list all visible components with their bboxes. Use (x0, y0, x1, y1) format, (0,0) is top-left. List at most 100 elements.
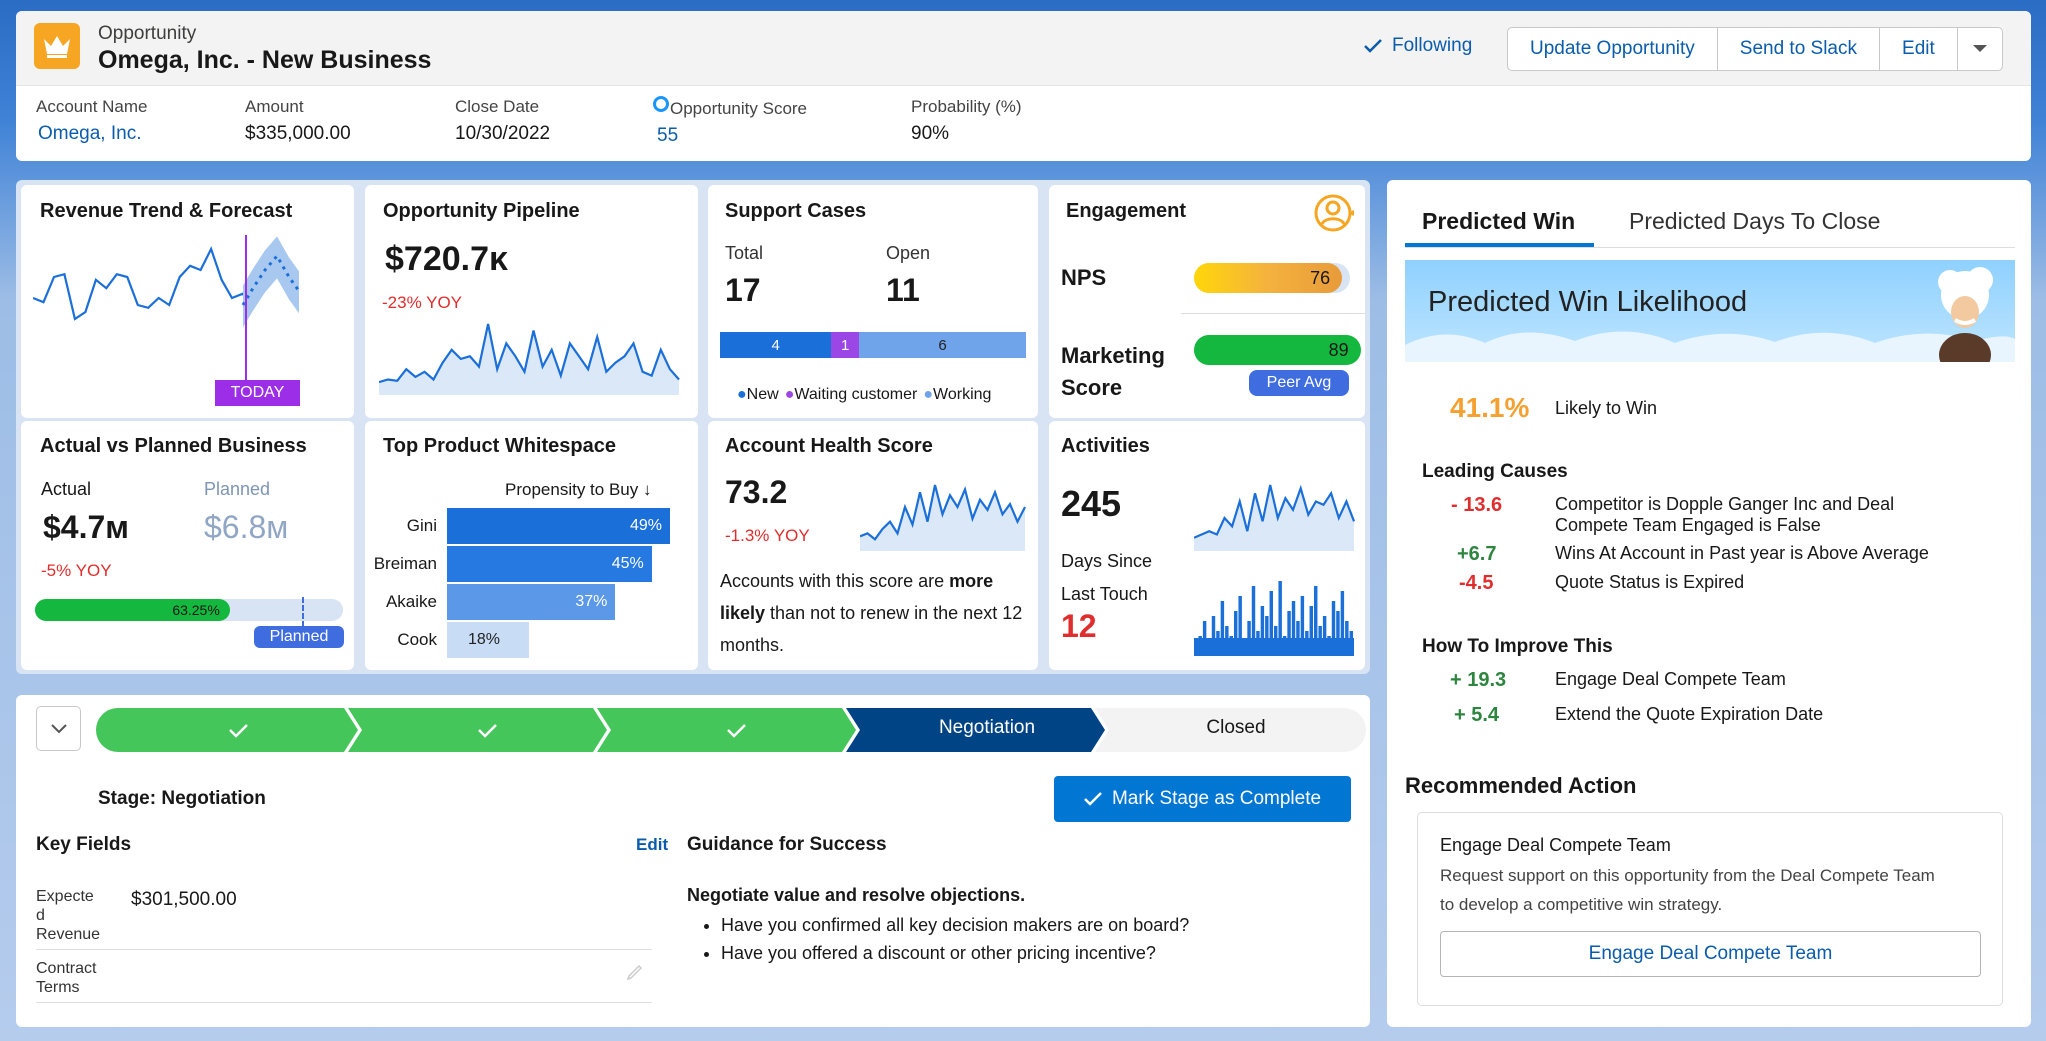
improve-value: + 5.4 (1454, 704, 1500, 726)
series-line (379, 323, 680, 384)
field-account-name: Account Name Omega, Inc. (36, 97, 148, 144)
stage-negotiation-current[interactable] (846, 708, 1105, 752)
record-title: Omega, Inc. - New Business (98, 46, 432, 74)
recommendation-name: Engage Deal Compete Team (1440, 835, 1671, 855)
total-label: Total (725, 243, 764, 263)
key-fields-title: Key Fields (36, 834, 132, 855)
planned-marker (302, 597, 304, 627)
whitespace-bar: 45% (447, 546, 652, 582)
activity-bar (1314, 586, 1318, 656)
whitespace-bar: 37% (447, 584, 616, 620)
stage-path (96, 708, 1366, 752)
record-header: Opportunity Omega, Inc. - New Business F… (16, 11, 2031, 161)
stage-2-complete[interactable] (348, 708, 607, 752)
banner-title: Predicted Win Likelihood (1428, 286, 1748, 318)
planned-value: $6.8ᴍ (204, 509, 289, 545)
activity-bar (1265, 616, 1269, 656)
revenue-trend-card: Revenue Trend & Forecast TODAY (21, 185, 354, 418)
activity-bar (1309, 606, 1313, 656)
marketing-value: 89 (1328, 340, 1349, 360)
actual-yoy: -5% YOY (41, 561, 112, 580)
cause-value: -4.5 (1459, 572, 1494, 594)
following-button[interactable]: Following (1364, 35, 1472, 57)
more-actions-dropdown[interactable] (1958, 28, 2002, 70)
engagement-card: Engagement NPS 76 Marketing Score 89 Peer… (1049, 185, 1365, 418)
cases-legend: ●New ●Waiting customer ●Working (737, 386, 991, 404)
tab-predicted-days[interactable]: Predicted Days To Close (1629, 208, 1881, 234)
recommendation-card: Engage Deal Compete Team Request support… (1417, 812, 2003, 1006)
whitespace-label: Akaike (385, 592, 437, 611)
update-opportunity-button[interactable]: Update Opportunity (1508, 28, 1718, 70)
activity-bar (1331, 601, 1336, 656)
whitespace-card: Top Product Whitespace Propensity to Buy… (365, 421, 698, 670)
opportunity-crown-icon (34, 23, 80, 69)
stage-1-complete[interactable] (96, 708, 358, 752)
account-health-card: Account Health Score 73.2 -1.3% YOY Acco… (708, 421, 1038, 670)
contract-terms-label: Contract Terms (36, 960, 97, 996)
guidance-item: Have you offered a discount or other pri… (721, 939, 1189, 967)
improve-text: Extend the Quote Expiration Date (1555, 704, 1824, 724)
pencil-edit-icon[interactable] (626, 963, 644, 981)
stage-closed[interactable] (1095, 708, 1366, 752)
chevron-down-icon (1972, 45, 1987, 52)
mark-stage-complete-button[interactable]: Mark Stage as Complete (1054, 776, 1351, 822)
field-amount: Amount $335,000.00 (245, 97, 351, 144)
activity-bar (1322, 616, 1327, 656)
activity-bar (1220, 601, 1225, 656)
actual-planned-title: Actual vs Planned Business (40, 435, 307, 457)
stage-3-complete[interactable] (597, 708, 856, 752)
win-percentage: 41.1% (1450, 392, 1530, 423)
guidance-list: Have you confirmed all key decision make… (721, 911, 1189, 967)
actual-planned-card: Actual vs Planned Business Actual $4.7ᴍ … (21, 421, 354, 670)
days-since-label: Days Since Last Touch (1061, 551, 1153, 604)
health-title: Account Health Score (725, 435, 933, 457)
edit-button[interactable]: Edit (1880, 28, 1958, 70)
key-fields-edit-link[interactable]: Edit (636, 835, 669, 854)
path-collapse-toggle[interactable] (36, 706, 81, 751)
activities-chart (1194, 484, 1356, 551)
engage-deal-compete-button[interactable]: Engage Deal Compete Team (1440, 931, 1981, 977)
cause-value: - 13.6 (1451, 494, 1503, 516)
check-icon (1364, 39, 1382, 53)
activity-bar (1278, 581, 1282, 656)
einstein-mascot-icon (1938, 267, 1993, 362)
whitespace-label: Gini (406, 516, 437, 535)
activity-bar (1260, 606, 1265, 656)
days-since-value: 12 (1061, 608, 1097, 644)
whitespace-title: Top Product Whitespace (383, 435, 616, 457)
engagement-title: Engagement (1066, 200, 1187, 222)
leading-causes-title: Leading Causes (1422, 461, 1568, 482)
whitespace-row: Cook 18% (365, 622, 698, 658)
check-icon (478, 724, 497, 738)
open-value: 11 (886, 272, 920, 308)
check-icon (1084, 792, 1102, 806)
field-probability: Probability (%) 90% (911, 97, 1022, 144)
whitespace-label: Cook (397, 630, 437, 649)
series-line (860, 484, 1026, 541)
actual-value: $4.7ᴍ (43, 509, 129, 545)
check-icon (229, 724, 248, 738)
guidance-heading: Negotiate value and resolve objections. (687, 885, 1026, 905)
whitespace-label: Breiman (373, 554, 437, 573)
nps-value: 76 (1310, 268, 1331, 288)
send-to-slack-button[interactable]: Send to Slack (1718, 28, 1881, 70)
legend-waiting: ●Waiting customer (784, 386, 918, 403)
forecast-band (243, 236, 299, 328)
area-fill (379, 324, 679, 395)
activity-bar (1340, 591, 1345, 656)
area-fill (860, 485, 1025, 551)
whitespace-row: Breiman 45% (365, 546, 698, 582)
account-link[interactable]: Omega, Inc. (38, 123, 142, 144)
tab-predicted-win[interactable]: Predicted Win (1422, 208, 1576, 234)
whitespace-row: Akaike 37% (365, 584, 698, 620)
activity-bar (1251, 586, 1256, 656)
activity-bar (1211, 616, 1216, 656)
engagement-person-icon (1314, 194, 1354, 232)
object-type: Opportunity (98, 23, 197, 44)
pipeline-chart (379, 323, 680, 395)
activity-bar (1300, 596, 1305, 656)
recommended-action-title: Recommended Action (1405, 773, 1637, 798)
cases-segment: 6 (859, 332, 1026, 358)
